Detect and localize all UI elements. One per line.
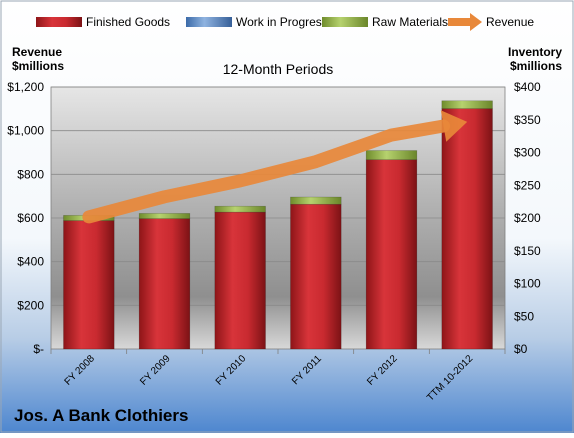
bar-raw-materials	[290, 196, 342, 205]
right-tick-label: $250	[514, 178, 541, 192]
bar-finished-goods	[290, 203, 342, 350]
left-axis-label-line1: Revenue	[12, 45, 62, 59]
bars	[63, 100, 493, 350]
left-axis-ticks: $- $200 $400 $600 $800 $1,000 $1,200	[7, 80, 44, 356]
legend-raw-materials: Raw Materials	[322, 15, 448, 29]
legend-revenue: Revenue	[448, 13, 534, 31]
legend-swatch-raw-materials	[322, 17, 368, 27]
left-tick-label: $-	[33, 342, 44, 356]
right-tick-label: $400	[514, 80, 541, 94]
legend-swatch-work-in-progress	[186, 17, 232, 27]
left-axis-label-line2: $millions	[12, 59, 64, 73]
legend-finished-goods: Finished Goods	[36, 15, 170, 29]
legend-label-raw-materials: Raw Materials	[372, 15, 448, 29]
bar-finished-goods	[441, 108, 493, 350]
bar-finished-goods	[214, 211, 266, 350]
legend-label-work-in-progress: Work in Progress	[236, 15, 328, 29]
left-tick-label: $600	[17, 211, 44, 225]
chart-title: 12-Month Periods	[223, 61, 334, 77]
legend-label-revenue: Revenue	[486, 15, 534, 29]
right-tick-label: $50	[514, 309, 534, 323]
right-tick-label: $350	[514, 113, 541, 127]
revenue-line	[82, 119, 451, 224]
left-tick-label: $1,000	[7, 124, 44, 138]
legend-swatch-finished-goods	[36, 17, 82, 27]
right-axis-ticks: $0 $50 $100 $150 $200 $250 $300 $350 $400	[514, 80, 541, 356]
bar-raw-materials	[138, 213, 191, 219]
right-tick-label: $150	[514, 244, 541, 258]
revenue-layer	[82, 110, 468, 224]
bar-raw-materials	[214, 205, 266, 213]
bar-finished-goods	[365, 159, 418, 350]
legend: Finished Goods Work in Progress Raw Mate…	[36, 13, 534, 31]
right-axis-label-line1: Inventory	[508, 45, 562, 59]
left-tick-label: $400	[17, 255, 44, 269]
bar-finished-goods	[63, 220, 115, 350]
right-tick-label: $200	[514, 211, 541, 225]
legend-label-finished-goods: Finished Goods	[86, 15, 170, 29]
left-tick-label: $800	[17, 167, 44, 181]
bar-raw-materials	[365, 150, 418, 161]
bar-raw-materials	[441, 100, 493, 109]
left-tick-label: $200	[17, 298, 44, 312]
bar-finished-goods	[138, 218, 191, 350]
company-name: Jos. A Bank Clothiers	[14, 406, 188, 425]
right-tick-label: $300	[514, 146, 541, 160]
legend-work-in-progress: Work in Progress	[186, 15, 328, 29]
right-tick-label: $0	[514, 342, 528, 356]
left-tick-label: $1,200	[7, 80, 44, 94]
right-axis-label-line2: $millions	[510, 59, 562, 73]
right-tick-label: $100	[514, 277, 541, 291]
legend-swatch-revenue	[448, 13, 482, 31]
revenue-arrowhead	[440, 110, 468, 142]
gridlines	[51, 86, 505, 306]
